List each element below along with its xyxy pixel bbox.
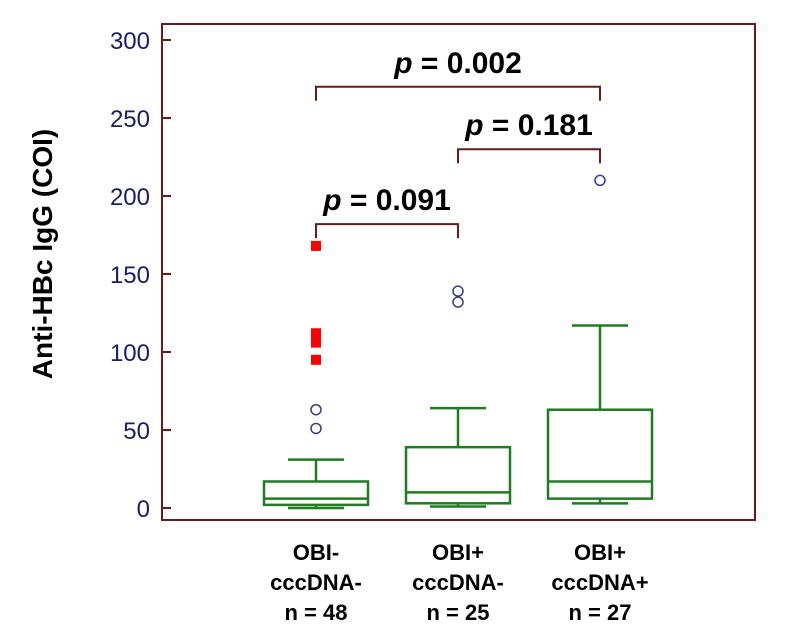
y-tick-label-150: 150 — [110, 262, 150, 289]
outlier-far — [311, 240, 321, 251]
box-iqr — [262, 480, 370, 507]
box-group-1 — [262, 240, 370, 510]
p-value-text: = 0.181 — [484, 109, 593, 142]
category-label-2-line-2: cccDNA- — [412, 570, 504, 595]
p-symbol: p — [322, 184, 341, 217]
p-symbol: p — [464, 109, 483, 142]
box-group-3 — [546, 174, 654, 505]
outlier-circle — [310, 403, 322, 416]
p-value-label: p = 0.181 — [464, 109, 593, 142]
box-group-2 — [404, 285, 512, 508]
comparison-bracket-2: p = 0.181 — [457, 109, 601, 164]
p-value-label: p = 0.002 — [393, 47, 522, 80]
y-tick-label-100: 100 — [110, 340, 150, 367]
box-iqr — [404, 445, 512, 505]
category-label-1-line-1: OBI- — [293, 540, 339, 565]
outlier-circle — [310, 422, 322, 435]
bracket-line — [315, 223, 459, 239]
outlier-far — [311, 354, 321, 365]
comparison-bracket-1: p = 0.002 — [315, 47, 601, 101]
box-iqr — [546, 408, 654, 500]
category-label-1-line-2: cccDNA- — [270, 570, 362, 595]
category-label-3-line-2: cccDNA+ — [551, 570, 648, 595]
p-value-text: = 0.002 — [413, 47, 522, 80]
category-label-1-line-3: n = 48 — [285, 600, 348, 625]
category-label-2-line-1: OBI+ — [432, 540, 484, 565]
bracket-line — [457, 148, 601, 164]
p-value-text: = 0.091 — [342, 184, 451, 217]
category-label-3-line-3: n = 27 — [569, 600, 632, 625]
y-axis-label: Anti-HBc IgG (COI) — [27, 129, 58, 379]
y-tick-label-200: 200 — [110, 184, 150, 211]
outlier-circle — [452, 285, 464, 297]
category-label-2-line-3: n = 25 — [427, 600, 490, 625]
outlier-circle — [452, 296, 464, 308]
comparison-bracket-3: p = 0.091 — [315, 184, 459, 239]
p-value-label: p = 0.091 — [322, 184, 451, 217]
y-tick-label-0: 0 — [137, 496, 150, 523]
y-tick-label-50: 50 — [123, 418, 150, 445]
y-tick-label-300: 300 — [110, 28, 150, 55]
bracket-line — [315, 85, 601, 101]
y-tick-label-250: 250 — [110, 106, 150, 133]
plot-frame — [161, 23, 756, 521]
outlier-far — [311, 328, 321, 339]
category-label-3-line-1: OBI+ — [574, 540, 626, 565]
outlier-circle — [594, 174, 606, 187]
p-symbol: p — [393, 47, 412, 80]
